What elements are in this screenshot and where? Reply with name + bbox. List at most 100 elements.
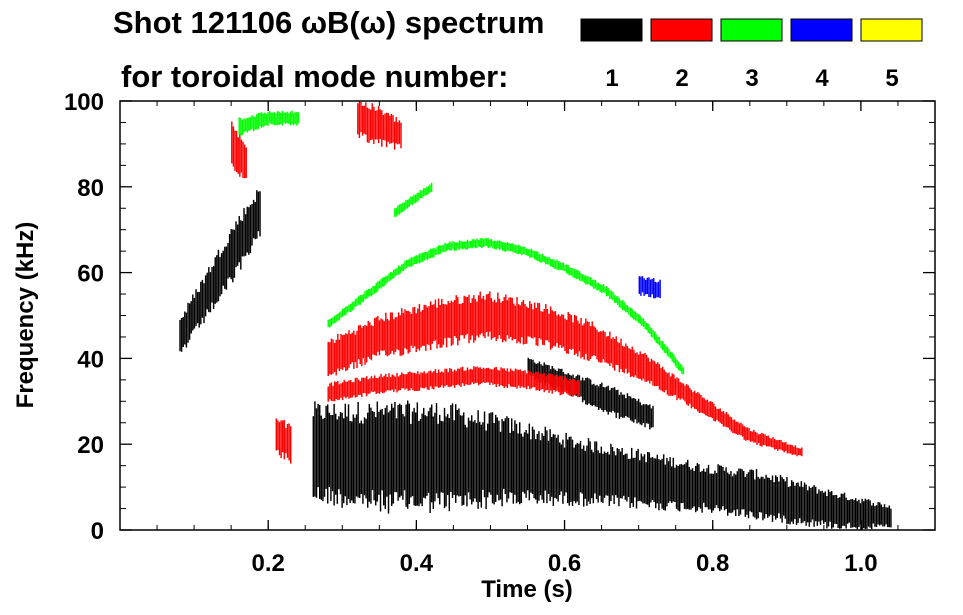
spectral-streak: [869, 500, 871, 528]
mode-1-band-1: [179, 190, 261, 352]
spectral-streak: [182, 317, 184, 347]
spectral-streak: [872, 503, 875, 524]
spectral-streak: [369, 288, 371, 297]
spectral-streak: [596, 282, 598, 291]
spectral-streak: [357, 325, 360, 360]
spectral-streak: [601, 284, 603, 294]
spectral-streak: [729, 416, 731, 430]
mode-2-band-4: [231, 121, 247, 179]
spectral-streak: [328, 412, 331, 487]
spectral-streak: [538, 361, 541, 383]
spectral-streak: [615, 296, 617, 303]
spectral-streak: [341, 412, 343, 508]
spectral-streak: [396, 373, 398, 393]
spectral-streak: [613, 387, 616, 413]
spectral-streak: [783, 442, 785, 453]
spectral-streak: [198, 291, 200, 328]
spectral-streak: [369, 378, 371, 394]
spectral-streak: [378, 320, 381, 356]
spectral-streak: [575, 444, 577, 504]
spectral-streak: [477, 410, 479, 509]
spectral-streak: [589, 441, 591, 504]
spectral-streak: [611, 447, 614, 496]
spectral-streak: [340, 383, 342, 398]
spectral-streak: [240, 117, 242, 136]
spectral-streak: [492, 301, 494, 339]
spectral-streak: [527, 307, 529, 337]
spectral-streak: [450, 405, 452, 492]
spectral-streak: [556, 315, 558, 344]
spectral-streak: [546, 365, 549, 383]
spectral-streak: [436, 246, 438, 255]
spectral-streak: [885, 507, 887, 525]
spectral-streak: [609, 290, 611, 299]
spectral-streak: [377, 106, 380, 144]
spectral-streak: [457, 242, 459, 249]
spectral-streak: [556, 375, 558, 391]
axis-ticks: 0.2 0.4 0.6 0.8 1.0 0 20 40 60 80 100: [64, 89, 935, 577]
spectral-streak: [466, 367, 469, 385]
spectral-streak: [823, 492, 825, 524]
spectral-streak: [522, 370, 525, 388]
spectral-streak: [394, 268, 397, 277]
spectral-streak: [345, 333, 347, 372]
spectral-streak: [284, 112, 287, 124]
spectral-streak: [500, 241, 502, 249]
spectral-streak: [871, 505, 873, 530]
spectral-streak: [847, 500, 849, 524]
spectral-streak: [277, 420, 279, 450]
spectral-streak: [537, 251, 539, 262]
spectral-streak: [722, 467, 724, 507]
spectral-streak: [535, 363, 537, 378]
spectral-streak: [357, 379, 360, 395]
spectral-streak: [589, 277, 592, 286]
spectral-streak: [661, 341, 664, 351]
spectral-streak: [770, 480, 772, 515]
spectral-streak: [469, 420, 471, 500]
spectral-streak: [267, 111, 269, 126]
spectral-streak: [341, 382, 344, 401]
spectral-streak: [652, 360, 654, 386]
spectral-streak: [826, 496, 828, 529]
spectral-streak: [465, 241, 467, 250]
spectral-streak: [522, 246, 525, 255]
spectral-streak: [657, 281, 660, 298]
spectral-streak: [640, 276, 642, 296]
spectral-streak: [348, 380, 350, 399]
spectral-streak: [512, 430, 515, 504]
spectral-streak: [642, 353, 645, 379]
spectral-streak: [650, 408, 653, 428]
spectral-streak: [393, 375, 395, 392]
spectral-streak: [473, 239, 475, 248]
spectral-streak: [617, 342, 619, 366]
spectral-streak: [533, 302, 536, 338]
spectral-streak: [330, 382, 333, 401]
spectral-streak: [556, 259, 558, 270]
spectral-streak: [497, 240, 499, 249]
spectral-streak: [386, 275, 389, 283]
spectral-streak: [397, 405, 399, 501]
spectral-streak: [354, 299, 357, 307]
spectral-streak: [647, 452, 649, 505]
spectral-streak: [661, 458, 663, 509]
spectral-streak: [641, 318, 643, 326]
spectral-streak: [338, 312, 341, 321]
spectral-streak: [359, 295, 361, 305]
spectral-streak: [453, 369, 456, 388]
spectral-streak: [195, 289, 197, 326]
y-tick-label: 20: [77, 432, 104, 459]
spectral-streak: [317, 403, 319, 488]
spectral-streak: [331, 415, 334, 492]
spectral-streak: [346, 306, 349, 313]
spectral-streak: [719, 408, 721, 423]
spectral-streak: [711, 402, 713, 419]
spectral-streak: [440, 420, 443, 493]
spectral-streak: [243, 208, 245, 257]
spectral-streak: [756, 432, 758, 445]
spectral-streak: [461, 366, 464, 384]
spectral-streak: [353, 301, 355, 310]
spectral-streak: [252, 199, 255, 239]
spectral-streak: [429, 184, 431, 193]
spectral-streak: [244, 118, 247, 132]
spectral-streak: [330, 317, 333, 327]
